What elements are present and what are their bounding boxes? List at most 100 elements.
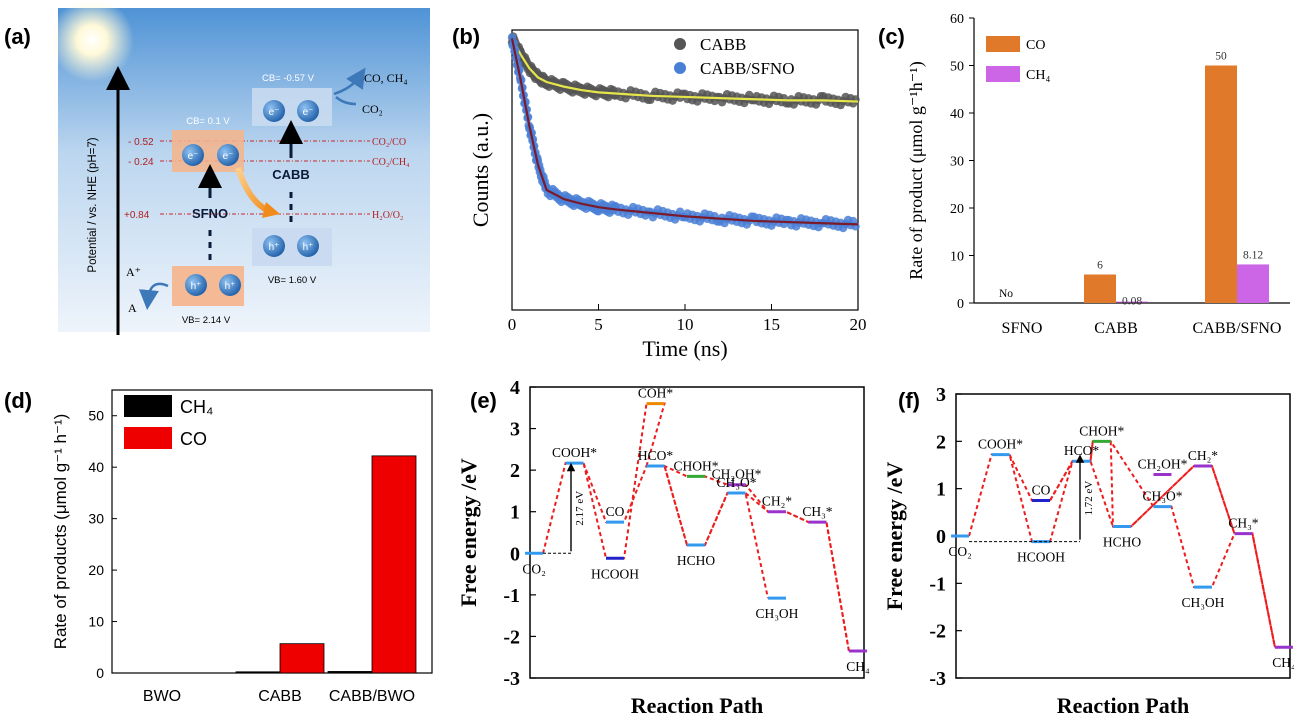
level-label: COOH* [552, 445, 597, 460]
legend-swatch [986, 36, 1020, 52]
legend-label: CH₄ [180, 397, 213, 417]
hole-label: h⁺ [225, 281, 236, 292]
reaction-path [968, 440, 1276, 648]
legend-swatch [124, 395, 172, 417]
electron-icon [182, 144, 204, 166]
y-tick-label: 1 [936, 479, 946, 501]
y-tick-label: 50 [950, 60, 964, 75]
fit-curve [510, 38, 859, 226]
y-tick-label: 3 [510, 419, 520, 441]
co2-label: CO₂ [362, 102, 383, 116]
barrier-label: 1.72 eV [1083, 481, 1095, 516]
a-label: A [128, 301, 137, 315]
bar [1116, 301, 1148, 303]
level-label: HCHO [677, 553, 716, 568]
bar [1205, 65, 1237, 303]
data-label: 6 [1097, 260, 1103, 272]
panel-f-energy-chart: -3 -2 -1 0 1 2 3 Free energy /eV Reaction Path CO… [882, 384, 1294, 718]
y-tick-label: -3 [929, 668, 946, 690]
y-tick-label: -1 [929, 573, 946, 595]
panel-e-energy-chart: -3 -2 -1 0 1 2 3 4 Free energy /eV Reaction Path C… [456, 377, 870, 718]
level-label: HCOOH [591, 566, 639, 581]
reduction-arrow-tail [335, 96, 357, 106]
hole-icon [297, 235, 319, 257]
y-tick-label: 30 [88, 511, 104, 527]
level-label: CHOH* [1079, 423, 1124, 438]
y-axis-label: Free energy /eV [882, 462, 907, 611]
x-tick-label: 10 [677, 315, 694, 334]
legend-label: CABB/SFNO [700, 59, 794, 78]
x-axis-label: Reaction Path [1057, 693, 1190, 718]
sfno-label: SFNO [192, 206, 228, 221]
level-label: HCO* [1064, 443, 1100, 458]
level-label: CO₂ [522, 561, 545, 576]
y-axis-label: Rate of products (μmol g⁻¹ h⁻¹) [51, 414, 70, 650]
level-label: CH₃* [1228, 516, 1258, 531]
hole-icon [263, 235, 285, 257]
panel-a-band-diagram: Potential / vs. NHE (pH=7) - 0.52 - 0.24… [50, 0, 430, 335]
category-label: BWO [143, 688, 181, 705]
legend-label: CO [180, 429, 207, 449]
panel-letter: (b) [452, 24, 480, 49]
potential-axis-label: Potential / vs. NHE (pH=7) [87, 137, 99, 272]
legend-swatch [124, 427, 172, 449]
legend-marker [674, 38, 686, 50]
level-label: CH₃* [802, 504, 832, 519]
legend-label: CO [1026, 38, 1045, 53]
category-label: CABB [1094, 320, 1138, 337]
data-label: 50 [1215, 51, 1227, 63]
reaction-path [542, 402, 850, 652]
level-label: CH₂OH* [712, 467, 762, 482]
level-label: CH₄ [1272, 655, 1294, 670]
y-tick-label: -3 [503, 668, 520, 690]
level-label: HCO* [638, 448, 674, 463]
data-label: 8.12 [1243, 249, 1263, 261]
panel-letter: (a) [4, 24, 31, 49]
cabb-cb-label: CB= -0.57 V [262, 73, 315, 84]
a-plus-label: A⁺ [126, 265, 141, 279]
sfno-vb-label: VB= 2.14 V [182, 315, 231, 326]
level-label: CH₂* [762, 494, 792, 509]
y-tick-label: 0 [96, 665, 104, 681]
y-tick-label: 3 [936, 384, 946, 406]
barrier-label: 2.17 eV [574, 491, 586, 526]
data-label: 0.08 [1122, 296, 1142, 308]
hole-label: h⁺ [303, 242, 314, 253]
reduction-arrow [333, 67, 366, 96]
electron-label: e⁻ [269, 107, 280, 118]
sun-icon [50, 0, 134, 82]
level-label: CO₂ [948, 544, 971, 559]
electron-icon [217, 144, 239, 166]
hole-icon [185, 274, 207, 296]
x-axis-label: Time (ns) [642, 336, 727, 361]
category-label: CABB/BWO [329, 688, 415, 705]
level-label: CHOH* [673, 458, 718, 473]
plot-frame [529, 386, 865, 679]
panel-c-bar-chart: 0 10 20 30 40 50 60 Rate of product (μmol g⁻¹h⁻… [906, 12, 1290, 337]
x-tick-label: 5 [594, 315, 603, 334]
data-label: No [999, 288, 1013, 300]
level-couple: H₂O/O₂ [372, 210, 403, 221]
y-axis-label: Counts (a.u.) [468, 113, 493, 227]
bar [1237, 264, 1269, 303]
y-axis-label: Rate of product (μmol g⁻¹h⁻¹) [906, 61, 927, 279]
electron-label: e⁻ [188, 151, 199, 162]
category-label: CABB [258, 688, 302, 705]
reaction-path [1049, 440, 1276, 648]
y-tick-label: 50 [88, 408, 104, 424]
legend-marker [674, 62, 686, 74]
hole-icon [219, 274, 241, 296]
electron-label: e⁻ [303, 107, 314, 118]
y-tick-label: 2 [510, 460, 520, 482]
panel-letter: (c) [878, 24, 905, 49]
level-label: CH₂OH* [1138, 456, 1188, 471]
y-tick-label: 0 [510, 543, 520, 565]
level-label: CH₂* [1188, 448, 1218, 463]
y-tick-label: 1 [510, 502, 520, 524]
level-label: HCOOH [1017, 550, 1065, 565]
level-couple: CO₂/CH₄ [372, 157, 410, 168]
level-label: COH* [638, 386, 674, 401]
level-value: - 0.24 [128, 157, 154, 168]
level-label: CH₃O* [1142, 489, 1182, 504]
level-label: CO [1032, 483, 1051, 498]
